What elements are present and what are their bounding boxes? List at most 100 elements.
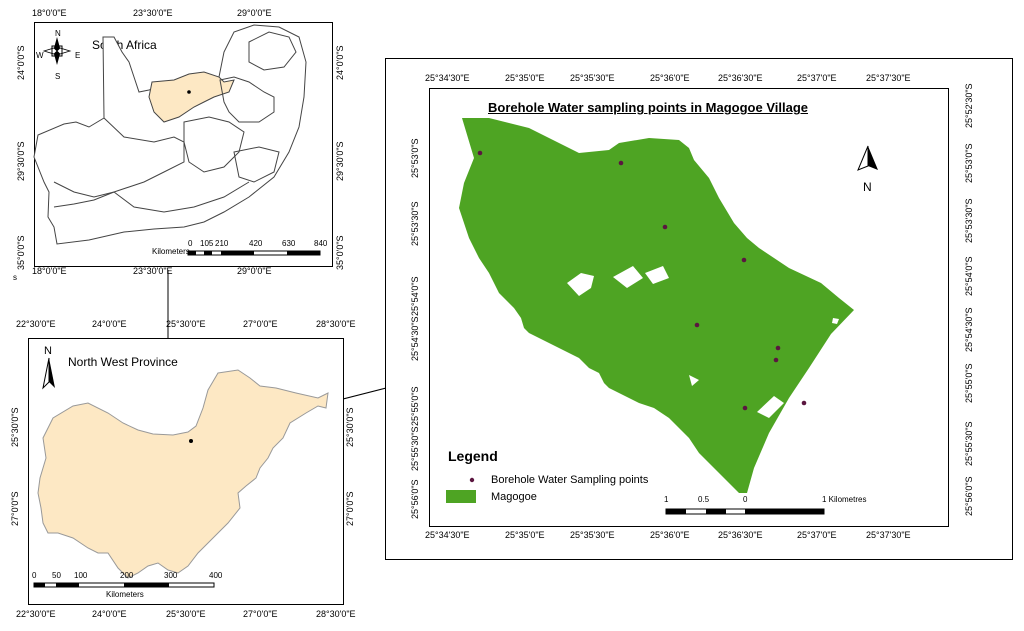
magogoe-legend-title: Legend [448, 448, 498, 464]
south-africa-scale-label: 0 [188, 239, 193, 248]
magogoe-right-tick: 25°56'0"S [964, 476, 974, 516]
north-west-scale-unit: Kilometers [106, 590, 144, 599]
legend-points-label: Borehole Water Sampling points [491, 474, 649, 486]
magogoe-right-tick: 25°52'30"S [964, 83, 974, 128]
compass-s-label: S [55, 72, 61, 81]
magogoe-top-tick: 25°35'0"E [505, 73, 545, 83]
north-west-bottom-tick: 24°0'0"E [92, 609, 127, 619]
north-west-bottom-tick: 27°0'0"E [243, 609, 278, 619]
magogoe-north-label: N [863, 180, 872, 194]
south-africa-top-tick: 29°0'0"E [237, 8, 272, 18]
magogoe-bottom-tick: 25°37'30"E [866, 530, 911, 540]
borehole-sampling-point [694, 322, 700, 328]
south-africa-top-tick: 18°0'0"E [32, 8, 67, 18]
south-africa-right-tick: 29°30'0"S [335, 141, 345, 181]
magogoe-left-tick: 25°54'30"S [410, 316, 420, 361]
magogoe-scale-bar [665, 508, 825, 515]
magogoe-left-tick: 25°54'0"S [410, 276, 420, 316]
north-west-scale-label: 300 [164, 571, 178, 580]
south-africa-bottom-tick: 18°0'0"E [32, 266, 67, 276]
north-arrow-icon [42, 357, 55, 390]
south-africa-scale-bar [187, 250, 321, 256]
magogoe-title: Borehole Water sampling points in Magogo… [488, 100, 808, 115]
north-west-province-shape [37, 369, 329, 579]
compass-n-label: N [55, 29, 61, 38]
magogoe-scale-label: 0.5 [698, 495, 710, 504]
magogoe-left-tick: 25°56'0"S [410, 479, 420, 519]
south-africa-country-shape [33, 24, 307, 245]
north-west-title: North West Province [68, 355, 178, 369]
north-west-bottom-tick: 28°30'0"E [316, 609, 356, 619]
legend-point-symbol [469, 477, 475, 483]
north-west-left-tick: 27°0'0"S [10, 491, 20, 526]
north-west-top-tick: 22°30'0"E [16, 319, 56, 329]
south-africa-scale-label: 630 [282, 239, 296, 248]
south-africa-left-tick: 24°0'0"S [16, 45, 26, 80]
magogoe-scale-label: 1 [664, 495, 669, 504]
magogoe-right-tick: 25°53'0"S [964, 143, 974, 183]
magogoe-left-tick: 25°55'0"S [410, 386, 420, 426]
magogoe-left-tick: 25°55'30"S [410, 426, 420, 471]
north-west-scale-label: 200 [120, 571, 134, 580]
magogoe-scale-unit: 1 Kilometres [822, 495, 867, 504]
north-west-scale-label: 400 [209, 571, 223, 580]
south-africa-scale-unit: Kilometers [152, 247, 190, 256]
borehole-sampling-point [773, 357, 779, 363]
magogoe-top-tick: 25°34'30"E [425, 73, 470, 83]
north-west-bottom-tick: 25°30'0"E [166, 609, 206, 619]
magogoe-top-tick: 25°37'0"E [797, 73, 837, 83]
south-africa-scale-label: 420 [249, 239, 263, 248]
magogoe-top-tick: 25°36'30"E [718, 73, 763, 83]
borehole-sampling-point [775, 345, 781, 351]
magogoe-right-tick: 25°55'0"S [964, 363, 974, 403]
legend-area-label: Magogoe [491, 491, 537, 503]
magogoe-scale-label: 0 [743, 495, 748, 504]
south-africa-right-tick: 35°0'0"S [335, 235, 345, 270]
south-africa-scale-label: 840 [314, 239, 328, 248]
magogoe-bottom-tick: 25°37'0"E [797, 530, 837, 540]
borehole-sampling-point [801, 400, 807, 406]
south-africa-right-tick: 24°0'0"S [335, 45, 345, 80]
south-africa-bottom-tick: 23°30'0"E [133, 266, 173, 276]
compass-e-label: E [75, 51, 81, 60]
compass-w-label: W [36, 51, 44, 60]
magogoe-bottom-tick: 25°35'0"E [505, 530, 545, 540]
magogoe-right-tick: 25°54'0"S [964, 256, 974, 296]
south-africa-bottom-tick: 29°0'0"E [237, 266, 272, 276]
north-west-top-tick: 25°30'0"E [166, 319, 206, 329]
north-west-highlight [148, 71, 235, 123]
borehole-sampling-point [477, 150, 483, 156]
magogoe-village-area [459, 118, 854, 493]
north-west-scale-label: 0 [32, 571, 37, 580]
south-africa-scale-label: 210 [215, 239, 229, 248]
magogoe-bottom-tick: 25°36'30"E [718, 530, 763, 540]
north-west-north-label: N [44, 345, 52, 357]
north-west-scale-label: 50 [52, 571, 61, 580]
magogoe-right-tick: 25°53'30"S [964, 198, 974, 243]
magogoe-top-tick: 25°35'30"E [570, 73, 615, 83]
north-west-left-tick: 25°30'0"S [10, 407, 20, 447]
south-africa-left-tick: 29°30'0"S [16, 141, 26, 181]
borehole-sampling-point [618, 160, 624, 166]
north-west-top-tick: 24°0'0"E [92, 319, 127, 329]
magogoe-left-tick: 25°53'0"S [410, 138, 420, 178]
magogoe-bottom-tick: 25°35'30"E [570, 530, 615, 540]
magogoe-top-tick: 25°37'30"E [866, 73, 911, 83]
north-west-scale-bar [33, 582, 215, 588]
magogoe-left-tick: 25°53'30"S [410, 201, 420, 246]
magogoe-bottom-tick: 25°34'30"E [425, 530, 470, 540]
borehole-sampling-point [742, 405, 748, 411]
magogoe-bottom-tick: 25°36'0"E [650, 530, 690, 540]
south-africa-top-tick: 23°30'0"E [133, 8, 173, 18]
borehole-points-layer [477, 150, 807, 411]
south-africa-left-tick: 35°0'0"S [16, 235, 26, 270]
north-west-top-tick: 28°30'0"E [316, 319, 356, 329]
legend-area-symbol [446, 490, 476, 503]
magogoe-right-tick: 25°55'30"S [964, 421, 974, 466]
magogoe-top-tick: 25°36'0"E [650, 73, 690, 83]
north-west-scale-label: 100 [74, 571, 88, 580]
magogoe-right-tick: 25°54'30"S [964, 307, 974, 352]
south-africa-corner-mark: s [13, 273, 17, 282]
borehole-sampling-point [741, 257, 747, 263]
compass-rose-icon [42, 37, 72, 65]
